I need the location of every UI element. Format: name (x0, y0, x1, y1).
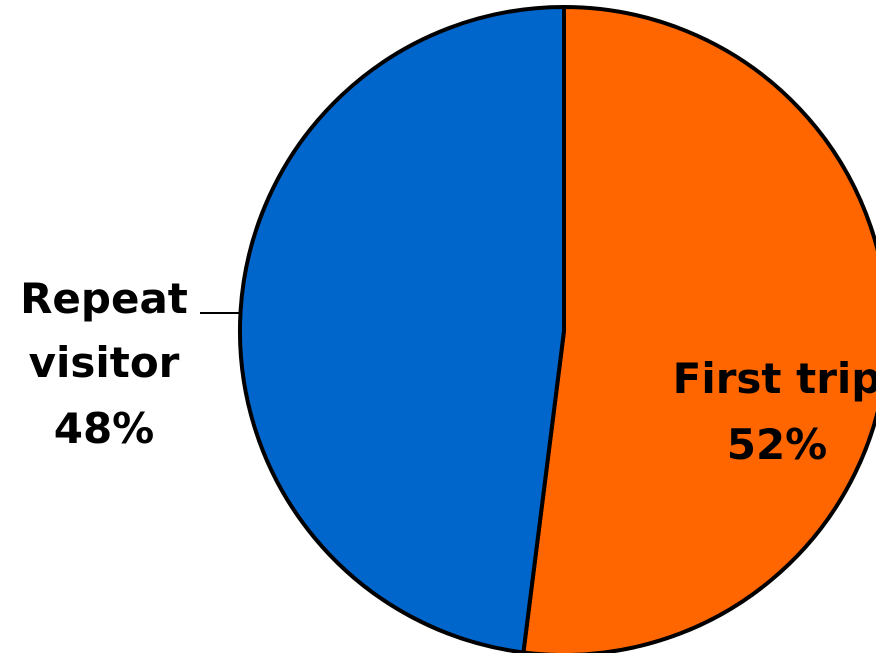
label-repeat-line-2: visitor (29, 338, 180, 387)
label-repeat-line-1: Repeat (20, 274, 188, 323)
pie-slice-first-trip (521, 5, 876, 653)
label-first-trip: First trip (673, 354, 876, 403)
value-repeat-visitor: 48% (54, 404, 155, 453)
pie-slice-repeat-visitor (238, 5, 566, 653)
value-first-trip: 52% (727, 420, 828, 469)
slice-labels: First trip 52% Repeat visitor 48% (20, 274, 876, 469)
pie-slices (238, 5, 876, 653)
